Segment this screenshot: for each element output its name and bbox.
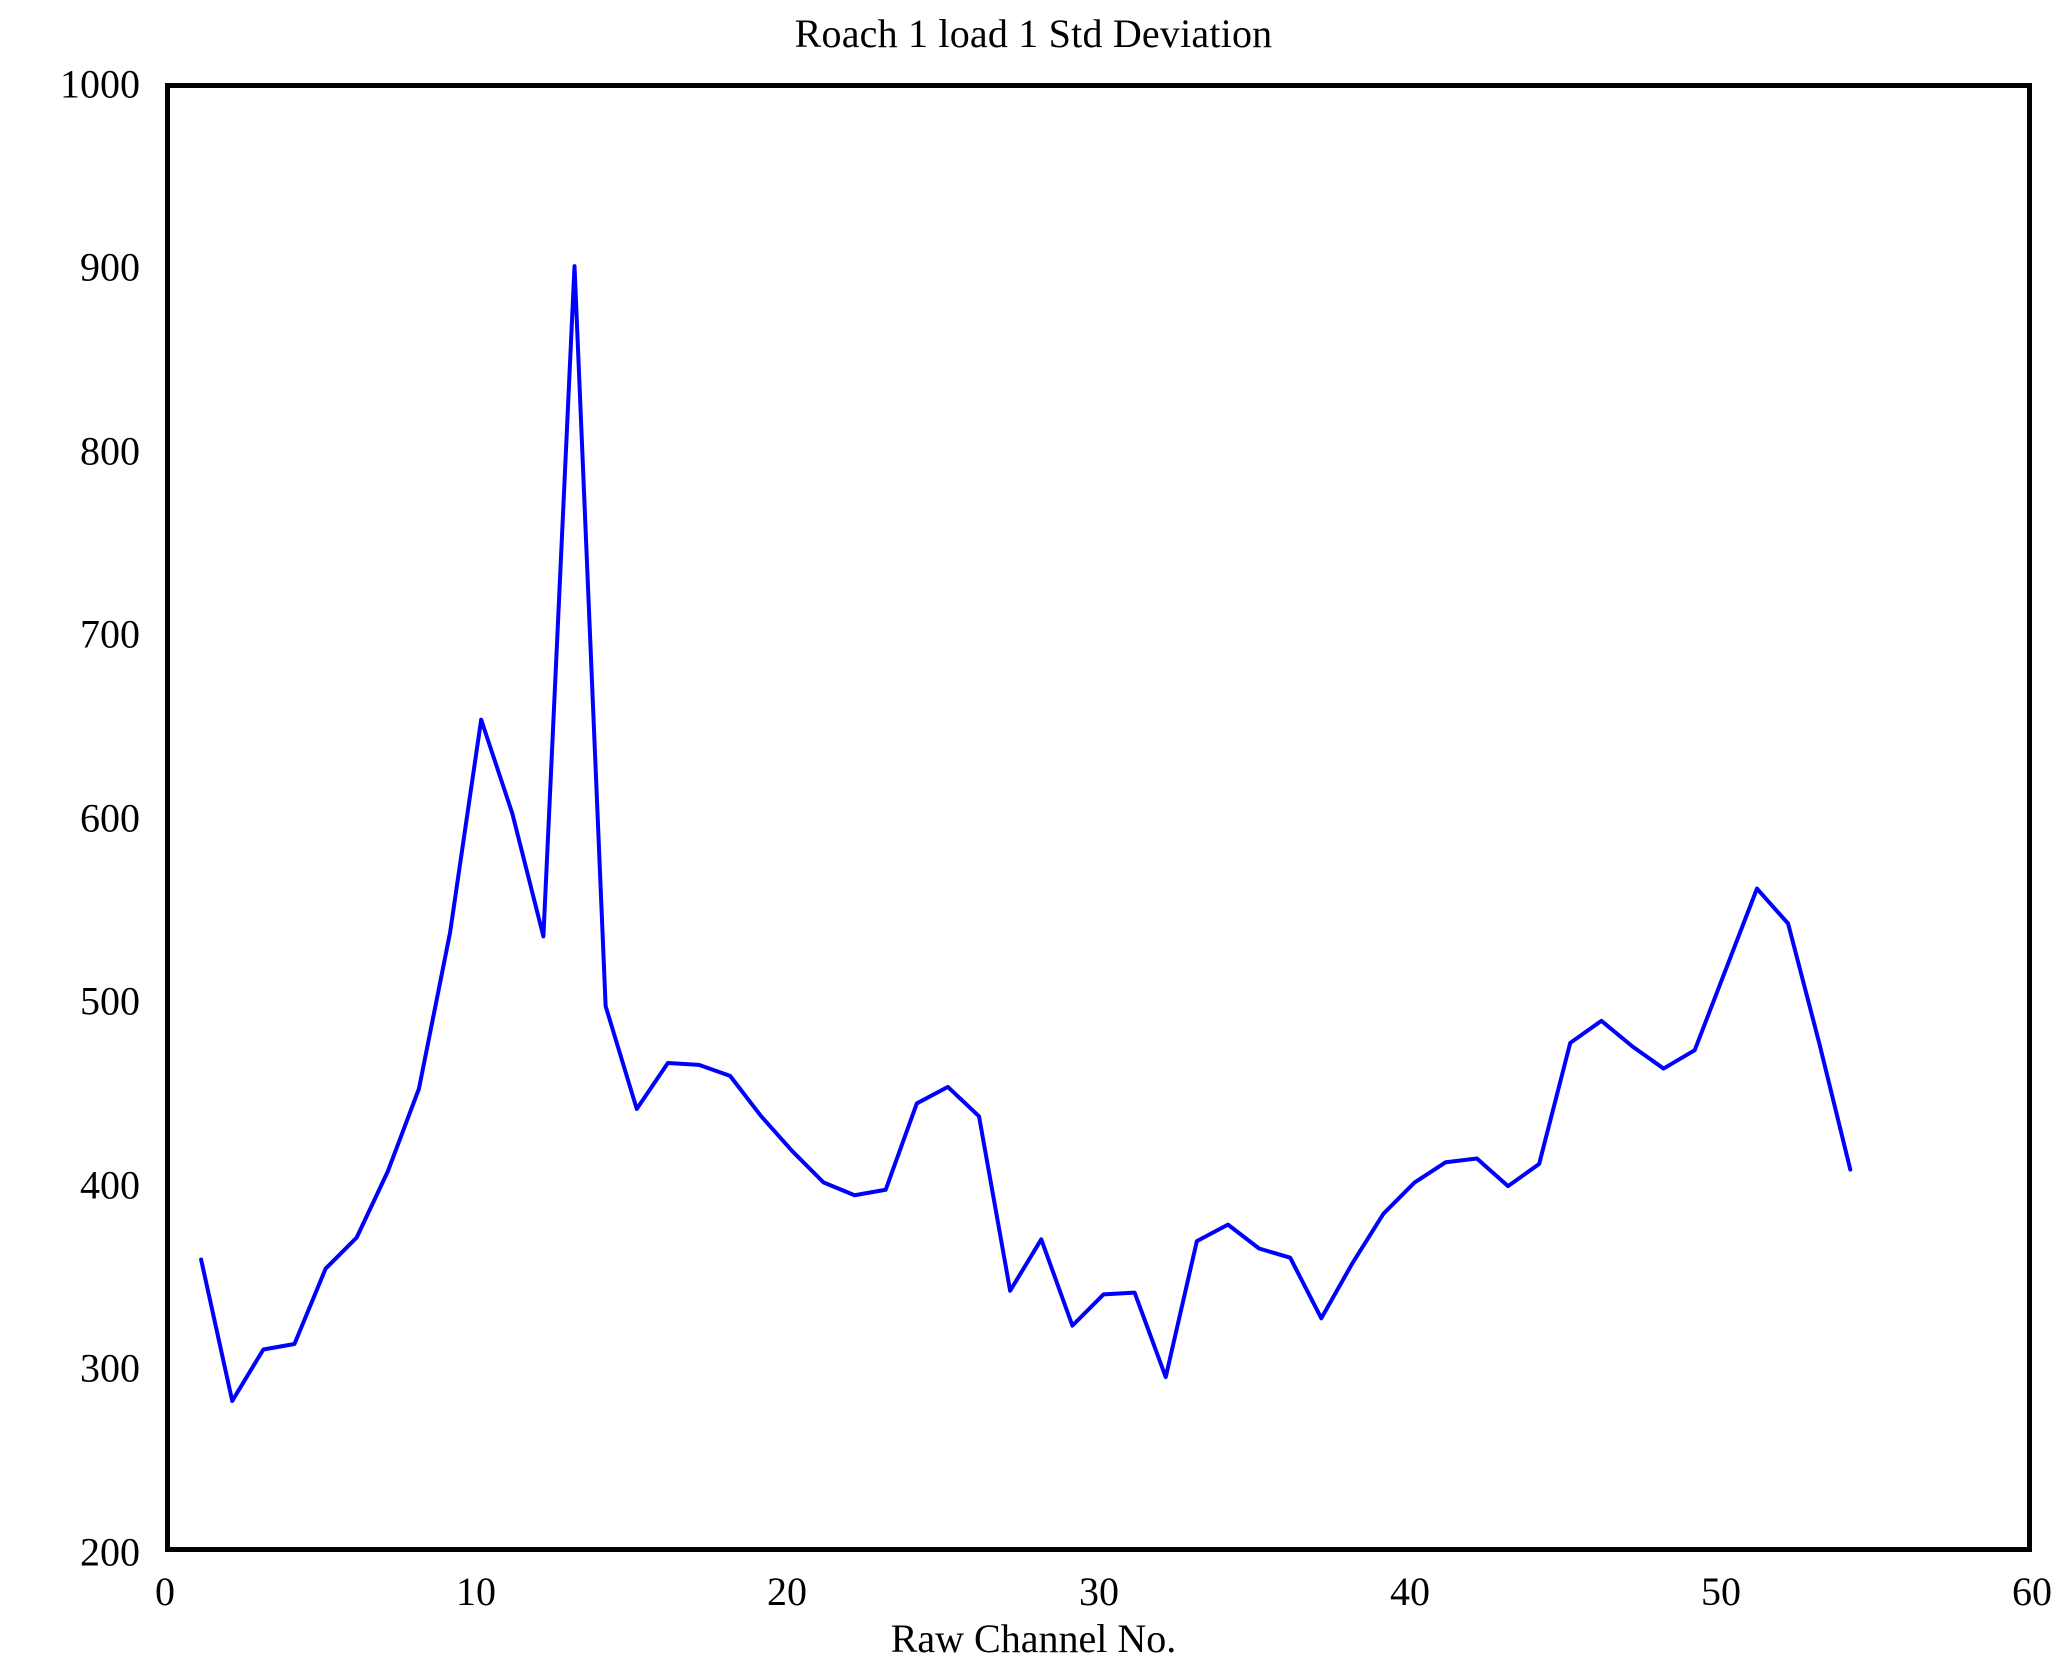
x-tick-label-40: 40 <box>1390 1569 1430 1614</box>
x-tick-label-30: 30 <box>1079 1569 1119 1614</box>
y-tick-label-800: 800 <box>80 428 140 474</box>
plot-area <box>165 83 2032 1552</box>
x-tick-label-50: 50 <box>1701 1569 1741 1614</box>
x-axis-label: Raw Channel No. <box>890 1616 1177 1661</box>
x-tick-label-10: 10 <box>456 1569 496 1614</box>
y-tick-label-1000: 1000 <box>60 61 140 107</box>
y-tick-label-200: 200 <box>80 1529 140 1575</box>
y-tick-label-600: 600 <box>80 795 140 841</box>
x-tick-label-60: 60 <box>2012 1569 2052 1614</box>
x-tick-label-0: 0 <box>155 1569 175 1614</box>
y-tick-label-300: 300 <box>80 1345 140 1391</box>
chart-title: Roach 1 load 1 Std Deviation <box>794 11 1273 56</box>
y-tick-label-400: 400 <box>80 1162 140 1208</box>
y-tick-label-700: 700 <box>80 611 140 657</box>
x-tick-label-20: 20 <box>767 1569 807 1614</box>
data-line-plot <box>199 264 1853 1403</box>
y-tick-label-500: 500 <box>80 978 140 1024</box>
y-tick-label-900: 900 <box>80 244 140 290</box>
series-polyline <box>199 264 1853 1403</box>
